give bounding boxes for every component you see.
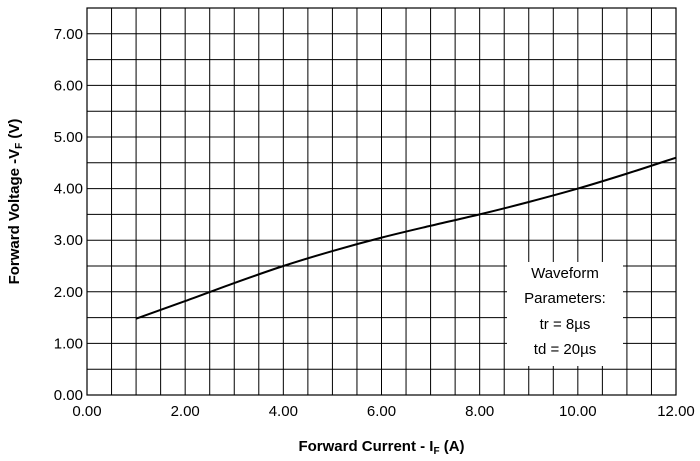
x-tick-label: 8.00 bbox=[465, 403, 494, 420]
y-axis-ticks: 0.00 1.00 2.00 3.00 4.00 5.00 6.00 7.00 bbox=[54, 26, 83, 404]
y-tick-label: 4.00 bbox=[54, 181, 83, 198]
y-tick-label: 7.00 bbox=[54, 26, 83, 43]
annotation-line-1: Waveform bbox=[531, 265, 599, 282]
y-tick-label: 5.00 bbox=[54, 129, 83, 146]
plot-frame bbox=[86, 7, 677, 396]
x-tick-label: 0.00 bbox=[72, 403, 101, 420]
x-tick-label: 6.00 bbox=[367, 403, 396, 420]
y-tick-label: 1.00 bbox=[54, 335, 83, 352]
y-tick-label: 3.00 bbox=[54, 232, 83, 249]
x-tick-label: 2.00 bbox=[171, 403, 200, 420]
y-tick-label: 2.00 bbox=[54, 284, 83, 301]
y-tick-label: 6.00 bbox=[54, 77, 83, 94]
annotation-line-2: Parameters: bbox=[524, 290, 606, 307]
x-axis-ticks: 0.00 2.00 4.00 6.00 8.00 10.00 12.00 bbox=[72, 403, 694, 420]
waveform-parameters-annotation: Waveform Parameters: tr = 8µs td = 20µs bbox=[524, 265, 606, 358]
annotation-line-4: td = 20µs bbox=[534, 341, 596, 358]
x-tick-label: 12.00 bbox=[657, 403, 695, 420]
y-tick-label: 0.00 bbox=[54, 387, 83, 404]
x-tick-label: 4.00 bbox=[269, 403, 298, 420]
annotation-line-3: tr = 8µs bbox=[540, 316, 591, 333]
x-axis-label: Forward Current - IF (A) bbox=[298, 438, 464, 457]
forward-voltage-curve bbox=[135, 156, 677, 320]
y-axis-label: Forward Voltage -VF (V) bbox=[6, 119, 25, 285]
x-tick-label: 10.00 bbox=[559, 403, 597, 420]
annotation-background bbox=[507, 262, 623, 366]
